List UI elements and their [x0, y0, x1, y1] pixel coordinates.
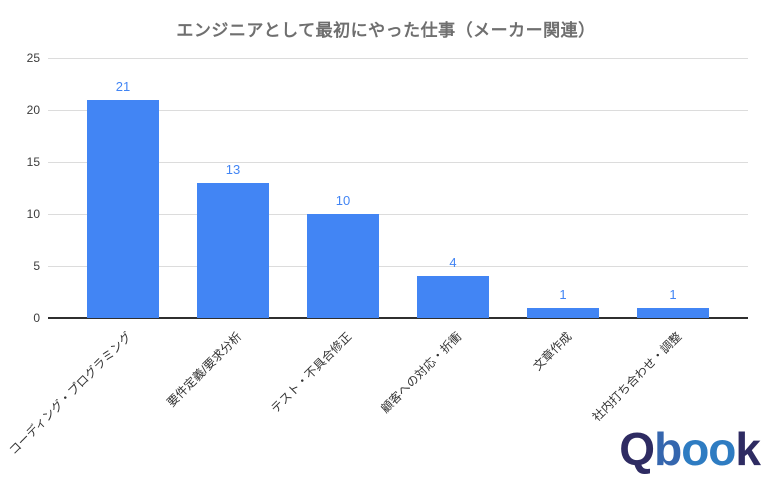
bar-value-label: 1: [669, 286, 677, 302]
bar-1: [87, 99, 159, 318]
bar-6: [637, 307, 709, 318]
gridline: [48, 266, 748, 267]
bar-3: [307, 214, 379, 318]
logo-letter: Q: [619, 423, 655, 475]
bar-value-label: 13: [225, 161, 241, 177]
bar-value-label: 10: [335, 193, 351, 208]
logo-letter: b: [654, 423, 682, 475]
gridline: [48, 58, 748, 59]
bar-5: [527, 307, 599, 318]
chart-canvas: エンジニアとして最初にやった仕事（メーカー関連） 21 13 10 4 1 1 0 5 10 1…: [6, 21, 761, 475]
gridline: [48, 162, 748, 163]
logo-letter: k: [735, 423, 761, 475]
chart-title: エンジニアとして最初にやった仕事（メーカー関連）: [176, 21, 596, 40]
logo-letter: o: [681, 423, 709, 475]
plot-area: 21 13 10 4 1 1: [48, 58, 748, 319]
qbook-logo: Qbook: [619, 423, 761, 475]
bar-value-label: 21: [115, 78, 131, 94]
y-tick-label: 0: [33, 311, 40, 325]
y-tick-label: 5: [33, 259, 40, 273]
y-tick-label: 25: [26, 51, 40, 65]
y-tick-label: 15: [26, 155, 40, 169]
logo-letter: o: [708, 423, 736, 475]
gridline: [48, 110, 748, 111]
gridline: [48, 214, 748, 215]
y-tick-label: 20: [26, 103, 40, 117]
category-label: コーディング・プログラミング: [6, 329, 135, 458]
x-axis-baseline: [48, 317, 748, 319]
y-tick-label: 10: [26, 207, 40, 221]
bar-4: [417, 276, 489, 318]
bar-value-label: 4: [449, 255, 457, 271]
bar-value-label: 1: [559, 286, 567, 302]
bar-2: [197, 182, 269, 318]
